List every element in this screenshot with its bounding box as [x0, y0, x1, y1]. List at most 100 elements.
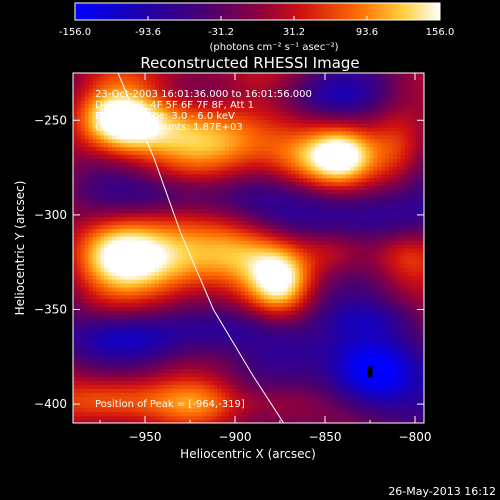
heatmap-cell	[400, 80, 406, 86]
heatmap-cell	[205, 135, 211, 140]
heatmap-cell	[217, 162, 222, 168]
heatmap-cell	[154, 268, 160, 273]
heatmap-cell	[217, 92, 222, 97]
heatmap-cell	[279, 193, 285, 199]
heatmap-cell	[369, 283, 374, 289]
heatmap-cell	[151, 92, 156, 97]
heatmap-cell	[349, 256, 355, 261]
heatmap-cell	[400, 147, 406, 152]
heatmap-cell	[346, 170, 351, 175]
heatmap-cell	[84, 96, 90, 101]
heatmap-cell	[170, 162, 175, 168]
heatmap-cell	[186, 139, 191, 144]
heatmap-cell	[381, 205, 386, 211]
heatmap-cell	[127, 283, 133, 289]
heatmap-cell	[353, 225, 359, 230]
heatmap-cell	[268, 115, 273, 121]
heatmap-cell	[310, 92, 316, 97]
heatmap-cell	[205, 205, 211, 211]
heatmap-cell	[240, 279, 246, 285]
heatmap-cell	[232, 260, 238, 265]
heatmap-cell	[256, 158, 261, 164]
heatmap-cell	[147, 147, 152, 152]
heatmap-cell	[256, 240, 261, 246]
heatmap-cell	[151, 221, 156, 226]
heatmap-cell	[131, 264, 136, 269]
heatmap-cell	[420, 264, 424, 269]
heatmap-cell	[162, 287, 168, 292]
heatmap-cell	[361, 186, 367, 191]
heatmap-cell	[287, 213, 292, 218]
heatmap-cell	[388, 143, 394, 148]
heatmap-cell	[385, 248, 390, 253]
heatmap-cell	[248, 115, 253, 121]
heatmap-cell	[127, 96, 133, 101]
heatmap-cell	[232, 84, 238, 90]
heatmap-cell	[147, 205, 152, 211]
heatmap-cell	[225, 248, 230, 253]
heatmap-cell	[193, 264, 199, 269]
heatmap-cell	[299, 112, 304, 117]
heatmap-cell	[342, 108, 347, 113]
heatmap-cell	[205, 127, 211, 133]
heatmap-cell	[338, 96, 343, 101]
heatmap-cell	[225, 123, 230, 129]
heatmap-cell	[88, 143, 94, 148]
heatmap-cell	[291, 236, 296, 242]
heatmap-cell	[377, 283, 382, 289]
heatmap-cell	[303, 236, 308, 242]
heatmap-cell	[236, 217, 242, 222]
heatmap-cell	[388, 240, 394, 246]
heatmap-cell	[244, 131, 250, 136]
heatmap-cell	[416, 232, 421, 238]
heatmap-cell	[174, 248, 179, 253]
heatmap-cell	[174, 193, 179, 199]
heatmap-cell	[84, 225, 90, 230]
heatmap-cell	[373, 252, 378, 257]
heatmap-cell	[178, 73, 183, 78]
heatmap-cell	[76, 174, 82, 179]
heatmap-cell	[123, 225, 129, 230]
heatmap-cell	[271, 147, 277, 152]
heatmap-cell	[365, 271, 370, 277]
heatmap-cell	[264, 283, 269, 289]
heatmap-cell	[143, 260, 148, 265]
heatmap-cell	[369, 229, 374, 234]
heatmap-cell	[400, 100, 406, 105]
heatmap-cell	[365, 154, 370, 160]
heatmap-cell	[182, 108, 187, 113]
heatmap-cell	[84, 232, 90, 238]
heatmap-cell	[232, 190, 238, 195]
heatmap-cell	[361, 264, 367, 269]
heatmap-cell	[217, 260, 222, 265]
heatmap-cell	[135, 256, 140, 261]
heatmap-cell	[170, 158, 175, 164]
heatmap-cell	[279, 252, 285, 257]
heatmap-cell	[151, 268, 156, 273]
heatmap-cell	[385, 209, 390, 214]
heatmap-cell	[127, 264, 133, 269]
heatmap-cell	[154, 84, 160, 90]
heatmap-cell	[100, 143, 105, 148]
heatmap-cell	[264, 213, 269, 218]
heatmap-cell	[240, 209, 246, 214]
heatmap-cell	[108, 197, 113, 203]
heatmap-cell	[190, 279, 195, 285]
heatmap-cell	[357, 271, 363, 277]
heatmap-cell	[256, 236, 261, 242]
heatmap-cell	[166, 225, 172, 230]
heatmap-cell	[307, 244, 312, 250]
heatmap-cell	[88, 115, 94, 121]
heatmap-cell	[84, 151, 90, 156]
heatmap-cell	[135, 193, 140, 199]
heatmap-cell	[92, 166, 97, 172]
heatmap-cell	[100, 80, 105, 86]
heatmap-cell	[217, 283, 222, 289]
heatmap-cell	[112, 232, 117, 238]
heatmap-cell	[178, 264, 183, 269]
heatmap-cell	[84, 131, 90, 136]
heatmap-cell	[151, 256, 156, 261]
heatmap-cell	[147, 232, 152, 238]
heatmap-cell	[396, 104, 402, 109]
heatmap-cell	[139, 186, 144, 191]
